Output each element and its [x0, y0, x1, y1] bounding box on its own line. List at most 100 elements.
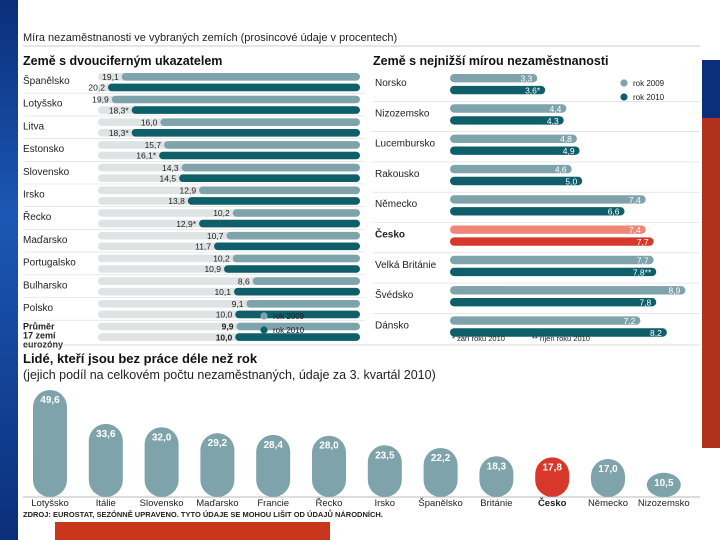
bar-cesko-2010: [450, 237, 654, 246]
value-label-norsko-2009: 3,3: [520, 74, 532, 84]
bar-spanelsko-2010: [107, 83, 360, 92]
legend-swatch-light: [620, 79, 628, 87]
bar-portugalsko-2009: [232, 254, 360, 263]
category-label-portugalsko: Portugalsko: [23, 258, 76, 269]
column-value-irsko: 23,5: [375, 450, 395, 461]
bottom-chart: 49,6 Lotyšsko 33,6 Itálie 32,0 Slovensko 29,2 M…: [23, 390, 700, 509]
value-label-norsko-2010: 3,6*: [525, 86, 541, 96]
bar-estonsko-2009: [164, 141, 360, 149]
bar-portugalsko-2010: [224, 265, 360, 273]
right-chart: Norsko 3,3 3,6* Nizozemsko 4,4 4,3 Lucembursko…: [373, 74, 700, 343]
column-value-slovensko: 32,0: [152, 432, 172, 443]
bar-dansko-2009: [450, 316, 641, 325]
column-italie: [88, 423, 123, 497]
bar-lotyssko-2009: [111, 95, 360, 104]
bar-cesko-2009: [450, 225, 646, 234]
bar-spanelsko-2009: [121, 73, 360, 81]
column-value-nizozemsko: 10,5: [654, 478, 674, 489]
infographic-title: Míra nezaměstnanosti ve vybraných zemích…: [23, 32, 397, 44]
bar-estonsko-2010: [159, 151, 360, 160]
bar-lucembursko-2009: [450, 134, 577, 143]
column-label-cesko: Česko: [538, 497, 567, 509]
bar-nizozemsko-2009: [450, 104, 567, 113]
category-label-slovensko: Slovensko: [23, 167, 70, 178]
bar-prumer-17-zemi-eurozony-2009: [236, 322, 360, 331]
value-label-prumer-17-zemi-eurozony-2010: 10,0: [216, 332, 233, 342]
value-label-cesko-2009: 7,4: [629, 225, 641, 235]
category-label-velka-britanie: Velká Británie: [375, 260, 437, 271]
column-francie: [256, 434, 291, 497]
column-label-lotyssko: Lotyšsko: [31, 498, 69, 509]
bar-svedsko-2009: [450, 286, 686, 295]
legend-label: rok 2010: [633, 93, 665, 102]
bar-dansko-2010: [450, 328, 667, 337]
column-irsko: [367, 445, 402, 497]
legend-swatch-light: [260, 312, 268, 320]
left-chart-title: Země s dvouciferným ukazatelem: [23, 54, 222, 68]
legend-label: rok 2009: [633, 79, 665, 88]
slide-accent-left: [0, 0, 18, 540]
infographic-svg: Míra nezaměstnanosti ve vybraných zemích…: [23, 32, 700, 519]
bar-litva-2009: [160, 118, 360, 126]
bottom-chart-title: Lidé, kteří jsou bez práce déle než rok: [23, 351, 258, 366]
column-label-nemecko: Německo: [588, 498, 628, 509]
value-label-velka-britanie-2009: 7,7: [637, 255, 649, 265]
value-label-lotyssko-2010: 18,3*: [109, 105, 130, 115]
column-label-nizozemsko: Nizozemsko: [638, 498, 690, 509]
category-label-cesko: Česko: [375, 228, 405, 241]
category-label-litva: Litva: [23, 121, 45, 132]
bar-bulharsko-2009: [252, 277, 360, 285]
slide-accent-bottom: [55, 522, 330, 540]
category-label-madarsko: Maďarsko: [23, 235, 68, 246]
category-label-estonsko: Estonsko: [23, 144, 65, 155]
value-label-bulharsko-2010: 10,1: [214, 287, 231, 297]
value-label-recko-2009: 10,2: [213, 208, 230, 218]
bar-velka-britanie-2010: [450, 267, 657, 277]
bar-madarsko-2010: [214, 242, 360, 251]
bar-recko-2009: [232, 209, 360, 217]
category-label-irsko: Irsko: [23, 190, 45, 201]
column-value-britanie: 18,3: [487, 461, 507, 472]
column-nemecko: [591, 459, 625, 497]
bar-polsko-2009: [246, 300, 360, 308]
category-label-svedsko: Švédsko: [375, 288, 414, 301]
column-value-italie: 33,6: [96, 429, 116, 440]
bottom-chart-subtitle: (jejich podíl na celkovém počtu nezaměst…: [23, 368, 436, 382]
category-label-prumer-17-zemi-eurozony-line1: Průměr: [23, 322, 55, 332]
value-label-dansko-2009: 7,2: [624, 316, 636, 326]
value-label-lotyssko-2009: 19,9: [92, 95, 109, 105]
category-label-spanelsko: Španělsko: [23, 74, 70, 87]
value-label-svedsko-2009: 8,9: [669, 286, 681, 296]
bar-nemecko-2009: [450, 195, 646, 204]
column-cesko: [535, 457, 570, 497]
column-label-italie: Itálie: [96, 498, 116, 509]
column-recko: [312, 435, 346, 497]
column-label-irsko: Irsko: [375, 498, 396, 509]
bar-litva-2010: [131, 129, 360, 137]
column-value-recko: 28,0: [319, 441, 339, 452]
value-label-irsko-2009: 12,9: [180, 186, 197, 196]
value-label-portugalsko-2009: 10,2: [213, 254, 230, 264]
value-label-spanelsko-2010: 20,2: [88, 83, 105, 93]
category-label-lucembursko: Lucembursko: [375, 139, 435, 150]
bar-irsko-2009: [199, 186, 360, 195]
column-britanie: [479, 456, 514, 497]
column-label-madarsko: Maďarsko: [196, 498, 238, 509]
value-label-estonsko-2010: 16,1*: [136, 151, 157, 161]
bar-slovensko-2009: [181, 163, 360, 172]
bar-svedsko-2010: [450, 298, 657, 307]
bar-recko-2010: [199, 219, 360, 228]
bar-bulharsko-2010: [233, 287, 360, 296]
value-label-nizozemsko-2010: 4,3: [547, 116, 559, 126]
column-label-slovensko: Slovensko: [140, 498, 184, 509]
value-label-spanelsko-2009: 19,1: [102, 72, 119, 82]
column-label-francie: Francie: [257, 498, 289, 509]
category-label-rakousko: Rakousko: [375, 169, 420, 180]
value-label-lucembursko-2010: 4,9: [563, 146, 575, 156]
column-label-britanie: Británie: [480, 498, 512, 509]
value-label-lucembursko-2009: 4,8: [560, 134, 572, 144]
value-label-prumer-17-zemi-eurozony-2009: 9,9: [222, 322, 234, 332]
value-label-nemecko-2010: 6,6: [608, 207, 620, 217]
value-label-recko-2010: 12,9*: [176, 219, 197, 229]
